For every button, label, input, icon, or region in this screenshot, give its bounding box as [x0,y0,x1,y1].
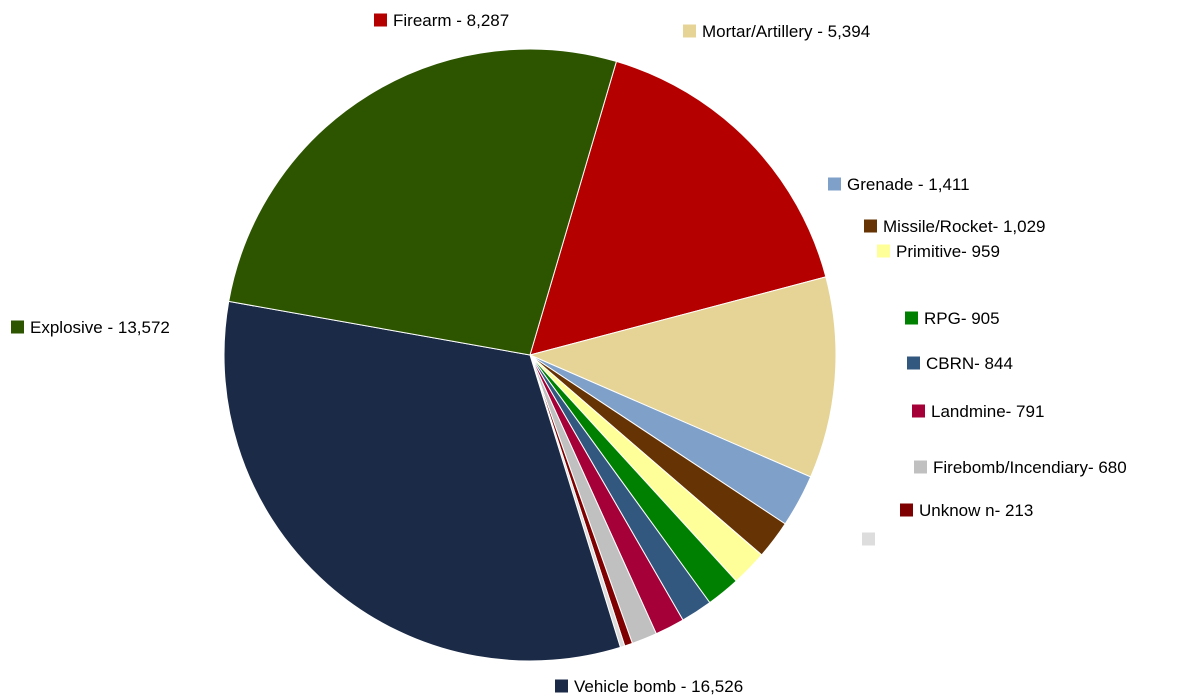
legend-label-grenade: Grenade - 1,411 [847,175,970,194]
legend-swatch-explosive [11,320,24,334]
legend-label-firebomb-incendiary: Firebomb/Incendiary- 680 [933,458,1127,477]
pie-slice-mortar-artillery [528,276,837,478]
legend-label-explosive: Explosive - 13,572 [30,318,170,337]
legend-swatch-cbrn [907,356,920,370]
legend-label-cbrn: CBRN- 844 [926,354,1013,373]
legend-swatch-rpg [905,311,918,325]
legend-swatch-firebomb-incendiary [914,460,927,474]
legend: Firearm - 8,287 Mortar/Artillery - 5,394 G… [11,11,1127,696]
legend-swatch-firearm [374,13,387,27]
legend-label-missile-rocket: Missile/Rocket- 1,029 [883,217,1046,236]
pie-slice-firearm [529,60,827,356]
pie-slices [223,48,837,662]
legend-swatch-vehicle-bomb [555,679,568,693]
legend-label-primitive: Primitive- 959 [896,242,1000,261]
legend-label-unknown: Unknow n- 213 [919,501,1033,520]
legend-label-landmine: Landmine- 791 [931,402,1044,421]
legend-swatch-landmine [912,404,925,418]
legend-label-rpg: RPG- 905 [924,309,1000,328]
legend-swatch-primitive [877,244,890,258]
pie-slice-explosive [228,48,618,356]
legend-swatch-grenade [828,177,841,191]
legend-swatch-unknown [900,503,913,517]
legend-swatch-missile-rocket [864,219,877,233]
legend-label-mortar-artillery: Mortar/Artillery - 5,394 [702,22,870,41]
pie-slice-vehicle-bomb [223,300,622,662]
legend-swatch-unlabeled [862,532,875,546]
legend-label-vehicle-bomb: Vehicle bomb - 16,526 [574,677,743,696]
legend-label-firearm: Firearm - 8,287 [393,11,509,30]
legend-swatch-mortar-artillery [683,24,696,38]
